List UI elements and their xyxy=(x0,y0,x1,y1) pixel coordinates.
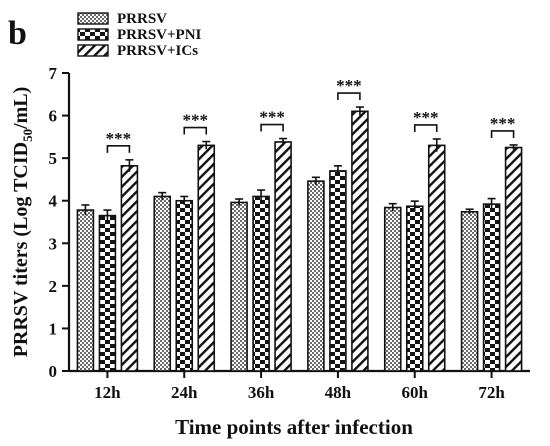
significance-label: *** xyxy=(183,111,209,130)
bar xyxy=(120,165,139,372)
bar xyxy=(175,199,194,372)
x-tick-label: 24h xyxy=(171,383,198,402)
x-axis-title: Time points after infection xyxy=(175,415,413,439)
y-tick-label: 3 xyxy=(49,234,58,253)
significance-bracket xyxy=(106,145,131,153)
significance-bracket xyxy=(183,126,208,135)
bar xyxy=(230,201,248,372)
y-axis-title-sub: 50 xyxy=(20,129,35,142)
y-axis-title-main: PRRSV titers (Log TCID xyxy=(10,142,32,357)
bar xyxy=(329,170,347,372)
y-tick-label: 5 xyxy=(49,149,58,168)
y-axis-title: PRRSV titers (Log TCID50/mL) xyxy=(10,87,35,358)
significance-bracket xyxy=(413,124,438,132)
legend-label: PRRSV+PNI xyxy=(117,27,202,43)
y-tick-label: 6 xyxy=(49,107,58,126)
bar xyxy=(76,209,95,372)
y-tick-label: 4 xyxy=(49,192,58,211)
legend-swatch xyxy=(77,12,109,25)
bar xyxy=(504,146,523,372)
significance-label: *** xyxy=(490,114,516,133)
bar xyxy=(405,205,424,372)
bar xyxy=(482,203,501,372)
significance-label: *** xyxy=(413,108,439,127)
bar xyxy=(351,110,369,372)
y-tick-label: 7 xyxy=(49,64,58,83)
panel-label: b xyxy=(8,15,27,52)
y-tick-label: 1 xyxy=(49,319,58,338)
y-tick-label: 2 xyxy=(49,277,58,296)
x-tick-label: 72h xyxy=(478,383,505,402)
legend-label: PRRSV+ICs xyxy=(117,43,198,59)
significance-bracket xyxy=(260,123,284,132)
significance-bracket xyxy=(490,130,515,138)
legend-swatch xyxy=(77,44,109,57)
bar xyxy=(274,141,292,372)
x-tick-label: 48h xyxy=(325,383,352,402)
bar xyxy=(252,195,270,372)
bar xyxy=(427,144,446,372)
significance-bracket xyxy=(337,92,361,101)
significance-label: *** xyxy=(336,76,362,95)
x-tick-label: 36h xyxy=(248,383,275,402)
legend-swatch xyxy=(77,28,109,41)
bars xyxy=(76,106,523,372)
significance-label: *** xyxy=(259,108,285,127)
y-tick-label: 0 xyxy=(49,362,58,381)
significance-label: *** xyxy=(106,129,132,148)
bar xyxy=(383,206,402,372)
x-tick-label: 12h xyxy=(94,383,121,402)
axes: 0 1 2 3 4 5 6 7 12h 24h 36h 48h 60h 72h xyxy=(49,64,530,402)
bar xyxy=(460,210,479,372)
bar xyxy=(307,180,325,372)
bar xyxy=(98,214,117,372)
bar xyxy=(153,195,172,372)
legend-label: PRRSV xyxy=(117,11,167,27)
significance-annotations: *** *** *** *** *** *** xyxy=(106,76,516,153)
bar xyxy=(197,144,216,372)
y-axis-title-end: /mL) xyxy=(10,87,32,130)
x-tick-label: 60h xyxy=(402,383,429,402)
